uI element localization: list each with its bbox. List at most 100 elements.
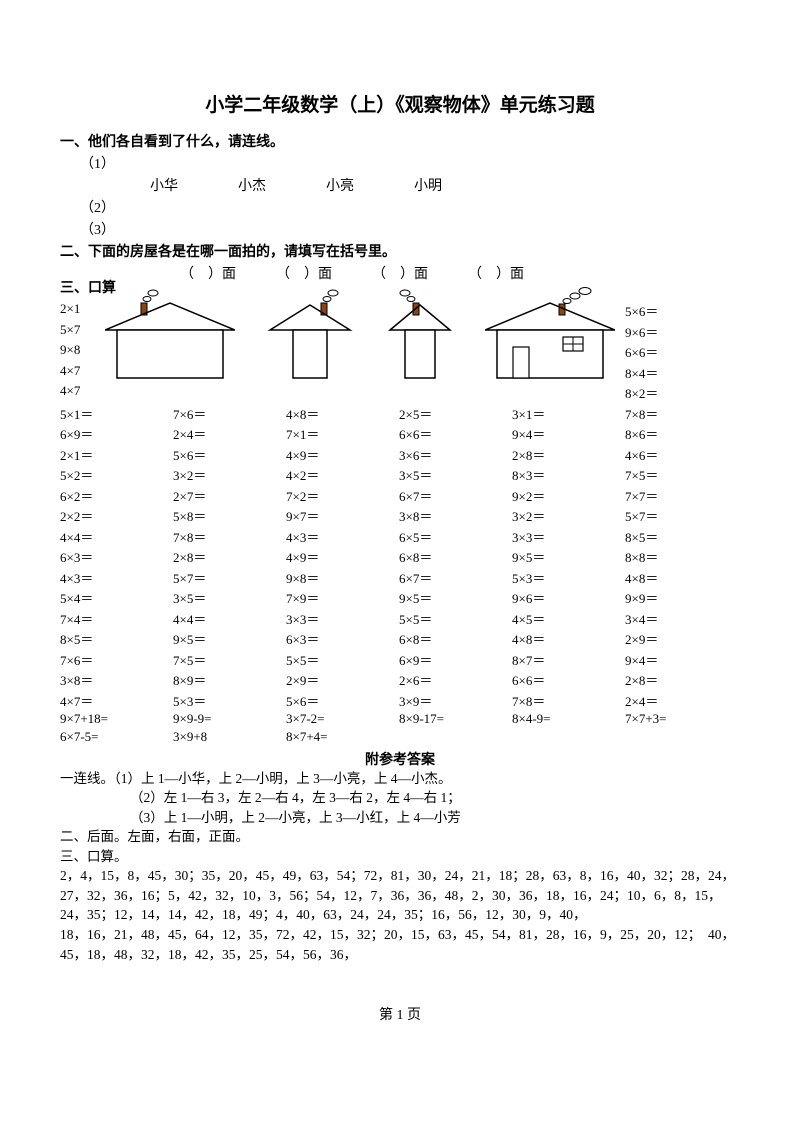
calc-row: 6×9＝2×4＝7×1＝6×6＝9×4＝8×6＝	[60, 424, 740, 443]
calc-cell: 6×8＝	[399, 547, 512, 566]
calc-cell: 8×4＝	[625, 363, 738, 382]
calc-cell: 6×9＝	[399, 650, 512, 669]
ans-line-3: （3）上 1—小明，上 2—小亮，上 3—小红，上 4—小芳	[60, 808, 740, 828]
calc-cell	[512, 383, 625, 402]
calc-cell: 9×5＝	[399, 588, 512, 607]
calc-cell: 3×2＝	[173, 465, 286, 484]
house-back-icon	[105, 285, 235, 380]
calc-cell: 8×5＝	[60, 629, 173, 648]
calc-cell	[399, 729, 512, 745]
calc-cell: 7×7+3=	[625, 711, 738, 727]
calc-cell: 4×9＝	[286, 547, 399, 566]
calc-cell: 4×3＝	[286, 527, 399, 546]
calc-cell: 7×1＝	[286, 424, 399, 443]
calc-cell: 6×3＝	[286, 629, 399, 648]
house-front-icon	[485, 285, 615, 380]
calc-cell: 8×8＝	[625, 547, 738, 566]
calc-row: 7×6＝7×5＝5×5＝6×9＝8×7＝9×4＝	[60, 650, 740, 669]
section1-heading: 一、他们各自看到了什么，请连线。	[60, 131, 740, 151]
bracket-4: （ ）面	[468, 263, 524, 283]
calc-row: 5×4＝3×5＝7×9＝9×5＝9×6＝9×9＝	[60, 588, 740, 607]
calc-cell: 6×6＝	[512, 670, 625, 689]
calc-cell: 5×4＝	[60, 588, 173, 607]
calc-cell: 7×8＝	[512, 691, 625, 710]
calc-row: 2×2＝5×8＝9×7＝3×8＝3×2＝5×7＝	[60, 506, 740, 525]
calc-cell: 2×6＝	[399, 670, 512, 689]
calc-cell: 2×9＝	[625, 629, 738, 648]
calc-cell: 8×5＝	[625, 527, 738, 546]
calc-cell: 7×5＝	[173, 650, 286, 669]
names-row: 小华 小杰 小亮 小明	[60, 175, 740, 195]
name-jie: 小杰	[238, 175, 266, 195]
calc-row: 6×2＝2×7＝7×2＝6×7＝9×2＝7×7＝	[60, 486, 740, 505]
calc-cell	[512, 729, 625, 745]
calc-cell: 2×4＝	[625, 691, 738, 710]
calc-cell: 3×3＝	[286, 609, 399, 628]
calc-row: 4×7 8×2＝	[60, 383, 740, 402]
calc-cell: 6×2＝	[60, 486, 173, 505]
houses-row	[105, 285, 615, 380]
calc-cell: 5×1＝	[60, 404, 173, 423]
calc-cell	[399, 383, 512, 402]
calc-cell: 7×8＝	[173, 527, 286, 546]
calc-cell: 8×6＝	[625, 424, 738, 443]
bracket-row: （ ）面 （ ）面 （ ）面 （ ）面	[60, 263, 524, 283]
calc-cell: 9×4＝	[625, 650, 738, 669]
calc-cell: 4×9＝	[286, 445, 399, 464]
calc-cell: 3×5＝	[399, 465, 512, 484]
calc-row: 7×4＝4×4＝3×3＝5×5＝4×5＝3×4＝	[60, 609, 740, 628]
calc-cell: 5×6＝	[625, 301, 738, 320]
calc-cell: 5×7＝	[625, 506, 738, 525]
calc-cell: 2×4＝	[173, 424, 286, 443]
calc-cell: 8×9-17=	[399, 711, 512, 727]
calc-cell: 8×7＝	[512, 650, 625, 669]
ans-line-7: 18，16，21，48，45，64，12，35，72，42，15，32；20，1…	[60, 925, 740, 964]
name-liang: 小亮	[326, 175, 354, 195]
calc-cell: 5×2＝	[60, 465, 173, 484]
calc-cell: 6×8＝	[399, 629, 512, 648]
calc-cell: 4×7	[60, 383, 173, 402]
name-hua: 小华	[150, 175, 178, 195]
calc-cell: 2×8＝	[173, 547, 286, 566]
calc-cell: 4×8＝	[625, 568, 738, 587]
calc-cell: 3×1＝	[512, 404, 625, 423]
calc-cell: 9×5＝	[512, 547, 625, 566]
calc-cell: 7×7＝	[625, 486, 738, 505]
answer-title: 附参考答案	[60, 749, 740, 769]
house-left-icon	[265, 285, 355, 380]
bracket-1: （ ）面	[180, 263, 236, 283]
calc-cell: 9×9-9=	[173, 711, 286, 727]
calc-cell: 9×8＝	[286, 568, 399, 587]
calc-cell: 8×2＝	[625, 383, 738, 402]
calc-cell: 9×6＝	[512, 588, 625, 607]
calc-cell: 3×5＝	[173, 588, 286, 607]
calc-cell: 9×5＝	[173, 629, 286, 648]
ans-line-6: 2，4，15，8，45，30；35，20，45，49，63，54；72，81，3…	[60, 866, 740, 925]
ans-line-5: 三、口算。	[60, 847, 740, 867]
calc-row: 8×5＝9×5＝6×3＝6×8＝4×8＝2×9＝	[60, 629, 740, 648]
calc-cell: 4×3＝	[60, 568, 173, 587]
calc-cell: 3×9＝	[399, 691, 512, 710]
calc-cell: 9×6＝	[625, 322, 738, 341]
calc-cell: 9×7＝	[286, 506, 399, 525]
ans-line-2: （2）左 1—右 3，左 2—右 4，左 3—右 2，左 4—右 1；	[60, 788, 740, 808]
calc-cell: 4×7＝	[60, 691, 173, 710]
calc-cell: 5×3＝	[512, 568, 625, 587]
calc-cell: 4×4＝	[173, 609, 286, 628]
calc-row: 4×4＝7×8＝4×3＝6×5＝3×3＝8×5＝	[60, 527, 740, 546]
calc-cell: 3×4＝	[625, 609, 738, 628]
sub-3: （3）	[60, 219, 740, 239]
calc-cell: 7×6＝	[173, 404, 286, 423]
section2-heading: 二、下面的房屋各是在哪一面拍的，请填写在括号里。	[60, 241, 740, 261]
calc-cell: 9×9＝	[625, 588, 738, 607]
page-title: 小学二年级数学（上）《观察物体》单元练习题	[60, 90, 740, 117]
calc-cell: 6×7＝	[399, 486, 512, 505]
calc-cell: 3×3＝	[512, 527, 625, 546]
page-number: 第 1 页	[60, 1004, 740, 1024]
calc-cell: 7×6＝	[60, 650, 173, 669]
calc-row: 4×7＝5×3＝5×6＝3×9＝7×8＝2×4＝	[60, 691, 740, 710]
name-ming: 小明	[414, 175, 442, 195]
calc-row: 6×7-5=3×9+88×7+4=	[60, 729, 740, 745]
calc-cell: 8×9＝	[173, 670, 286, 689]
calc-cell: 2×8＝	[625, 670, 738, 689]
